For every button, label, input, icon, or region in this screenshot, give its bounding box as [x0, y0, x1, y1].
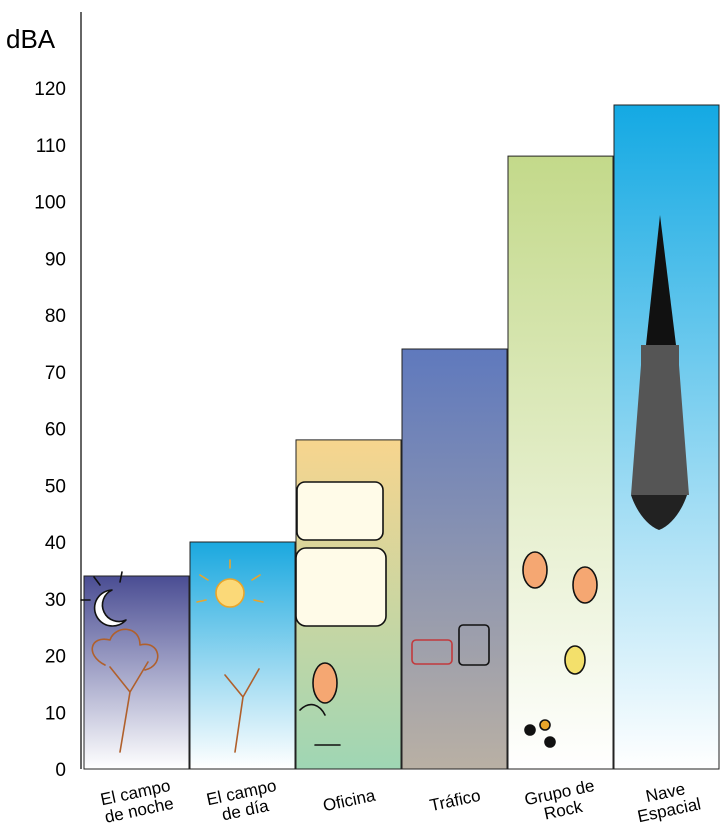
y-tick-label: 70 — [45, 363, 66, 384]
y-axis-label: dBA — [6, 24, 56, 54]
category-label: Tráfico — [428, 786, 482, 815]
x-axis-categories: El campode noche El campode día Oficina Trá… — [99, 776, 703, 827]
category-label-line: Tráfico — [428, 786, 482, 815]
bar-1 — [189, 541, 296, 770]
y-tick-label: 90 — [45, 249, 66, 270]
cars-doodle — [411, 624, 490, 666]
bar-3 — [401, 348, 508, 770]
y-tick-label: 10 — [45, 703, 66, 724]
category-label-line: Oficina — [321, 786, 377, 816]
person-doodle-office — [299, 662, 341, 746]
sun-icon — [196, 559, 264, 608]
y-axis-ticks: 0 10 20 30 40 50 60 70 80 90 100 110 120 — [34, 79, 66, 781]
y-tick-label: 0 — [55, 760, 66, 781]
y-tick-label: 60 — [45, 420, 66, 441]
speech-bubble-clic — [295, 481, 387, 627]
tree-doodle-day — [224, 668, 260, 753]
y-tick-label: 50 — [45, 476, 66, 497]
y-tick-label: 40 — [45, 533, 66, 554]
y-tick-label: 120 — [34, 79, 66, 100]
y-tick-label: 30 — [45, 590, 66, 611]
moon-icon — [80, 571, 127, 627]
bar-4 — [507, 155, 614, 770]
category-label: Oficina — [321, 786, 377, 816]
y-tick-label: 100 — [34, 193, 66, 214]
band-doodle — [522, 551, 598, 748]
category-label: NaveEspacial — [632, 777, 703, 827]
tree-doodle-night — [91, 628, 159, 753]
category-label: Grupo deRock — [523, 776, 600, 827]
y-tick-label: 80 — [45, 306, 66, 327]
bar-illustrations — [80, 215, 689, 753]
rocket-icon — [631, 215, 689, 530]
category-label: El campode día — [205, 776, 282, 827]
bars — [83, 104, 720, 770]
y-tick-label: 20 — [45, 647, 66, 668]
category-label: El campode noche — [99, 776, 176, 827]
y-tick-label: 110 — [36, 136, 66, 157]
